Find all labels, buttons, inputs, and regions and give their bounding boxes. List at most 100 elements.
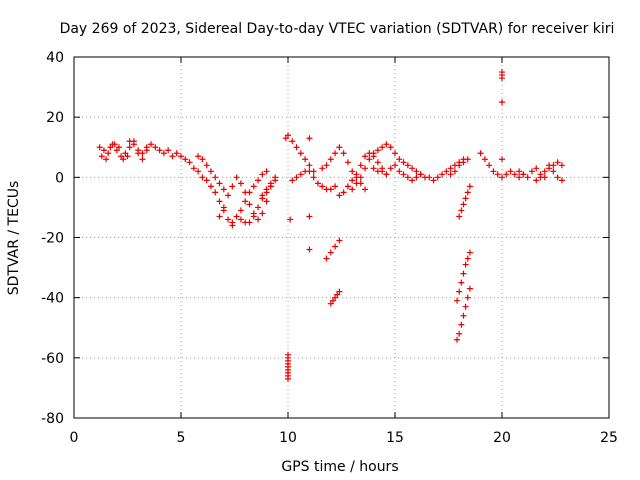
data-point — [524, 174, 531, 181]
data-point — [323, 255, 330, 262]
data-point — [115, 144, 122, 151]
data-point — [293, 144, 300, 151]
data-point — [126, 138, 133, 145]
data-point — [126, 144, 133, 151]
data-point — [413, 174, 420, 181]
grid-lines — [74, 57, 609, 418]
data-point — [462, 195, 469, 202]
data-point — [462, 261, 469, 268]
data-point — [451, 168, 458, 175]
data-point — [400, 171, 407, 178]
x-tick-label: 10 — [279, 430, 297, 446]
data-point — [332, 183, 339, 190]
data-point — [362, 165, 369, 172]
data-point — [477, 150, 484, 157]
data-point — [195, 153, 202, 160]
y-tick-label: -60 — [41, 351, 64, 367]
data-point — [353, 180, 360, 187]
data-point — [511, 171, 518, 178]
data-point — [481, 156, 488, 163]
data-point — [336, 288, 343, 295]
data-point — [507, 168, 514, 175]
data-point — [233, 174, 240, 181]
data-point — [374, 159, 381, 166]
data-point — [327, 300, 334, 307]
series-arc-5 — [195, 153, 227, 193]
y-tick-label: -20 — [41, 231, 64, 247]
data-point — [195, 168, 202, 175]
data-point — [285, 375, 291, 382]
data-point — [458, 321, 465, 328]
data-point — [212, 174, 219, 181]
data-point — [537, 174, 544, 181]
data-point — [466, 183, 473, 190]
data-point — [460, 270, 467, 277]
x-tick-label: 15 — [386, 430, 404, 446]
data-point — [173, 150, 180, 157]
series-arc-26 — [454, 285, 473, 343]
data-point — [216, 198, 223, 205]
data-point — [460, 312, 467, 319]
series-arc-19 — [349, 141, 398, 193]
series-arc-23 — [447, 156, 471, 178]
series-arc-24 — [456, 183, 473, 220]
series-arc-3 — [126, 138, 184, 163]
data-point — [404, 162, 411, 169]
data-point — [287, 216, 294, 223]
data-point — [148, 141, 155, 148]
x-tick-label: 20 — [493, 430, 511, 446]
data-point — [362, 153, 369, 160]
data-point — [357, 174, 364, 181]
data-point — [152, 144, 159, 151]
series-arc-20 — [370, 162, 424, 184]
data-point — [456, 288, 463, 295]
data-point — [306, 135, 313, 142]
data-point — [327, 156, 334, 163]
data-point — [349, 168, 356, 175]
data-point — [447, 165, 454, 172]
data-point — [165, 147, 172, 154]
data-point — [220, 204, 227, 211]
series-arc-4 — [182, 156, 236, 229]
data-point — [306, 162, 313, 169]
data-point — [118, 153, 125, 160]
data-point — [246, 201, 253, 208]
series-arc-12 — [289, 168, 339, 193]
data-point — [558, 162, 565, 169]
y-tick-label: -40 — [41, 291, 64, 307]
data-point — [499, 174, 505, 181]
data-point — [255, 216, 262, 223]
series-arc-9 — [259, 177, 279, 199]
data-point — [454, 297, 461, 304]
series-arc-11 — [285, 351, 291, 382]
data-point — [250, 183, 257, 190]
data-marks — [96, 69, 565, 382]
data-point — [242, 198, 249, 205]
data-point — [120, 156, 127, 163]
data-point — [259, 210, 266, 217]
data-point — [499, 75, 505, 82]
data-point — [107, 144, 114, 151]
data-point — [96, 144, 103, 151]
y-axis-title: SDTVAR / TECUs — [6, 181, 22, 296]
data-point — [466, 285, 473, 292]
data-point — [272, 177, 279, 184]
data-point — [458, 207, 465, 214]
data-point — [332, 294, 339, 301]
data-point — [430, 177, 437, 184]
data-point — [443, 168, 450, 175]
y-tick-label: -80 — [41, 411, 64, 427]
data-point — [409, 165, 416, 172]
data-point — [319, 183, 326, 190]
data-point — [426, 174, 433, 181]
data-point — [550, 168, 557, 175]
data-point — [225, 216, 232, 223]
data-point — [490, 168, 497, 175]
series-arc-15 — [323, 237, 343, 262]
data-point — [516, 168, 523, 175]
series-arc-14 — [306, 135, 313, 253]
data-point — [216, 213, 223, 220]
data-point — [460, 201, 467, 208]
data-point — [458, 279, 465, 286]
